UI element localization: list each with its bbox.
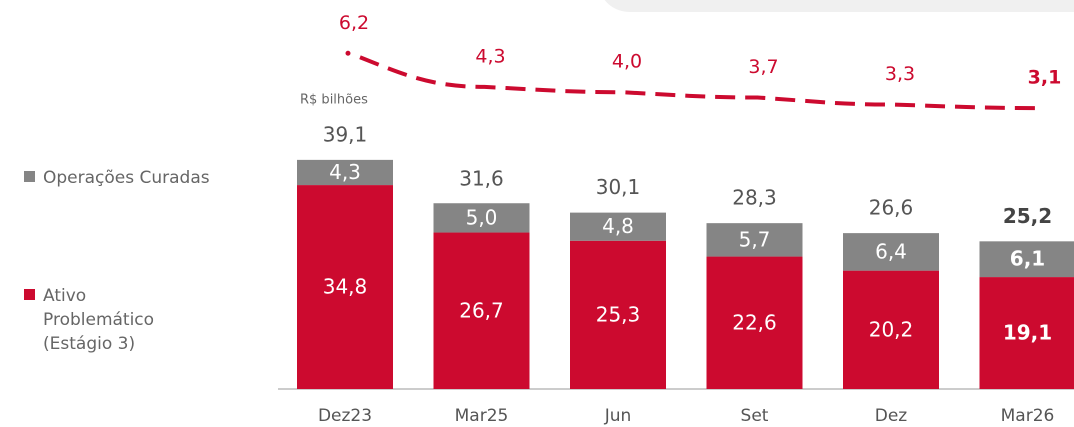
line-label: 4,0 [612, 51, 642, 73]
x-tick-label: Mar26 [1001, 406, 1055, 426]
total-label: 28,3 [732, 186, 777, 210]
segment-label: 4,8 [602, 214, 634, 238]
line [359, 55, 1039, 111]
segment-label: 6,4 [875, 239, 907, 263]
line-label: 3,7 [748, 56, 778, 78]
segment-label: 19,1 [1003, 321, 1052, 345]
legend-swatch [24, 171, 35, 182]
total-label: 31,6 [459, 166, 504, 190]
legend-swatch [24, 289, 35, 300]
bar-segment [297, 185, 393, 389]
bar-segment [979, 277, 1074, 389]
bar-segment [297, 159, 393, 186]
total-label: 30,1 [596, 175, 641, 199]
legend-item: Ativo Problemático (Estágio 3) [24, 284, 163, 356]
segment-label: 26,7 [459, 298, 504, 322]
legend-label: Operações Curadas [43, 168, 210, 188]
total-label: 39,1 [323, 122, 368, 146]
bar-segment [979, 241, 1074, 278]
x-tick-label: Dez23 [318, 406, 372, 426]
segment-label: 5,0 [466, 205, 498, 229]
line-label: 3,3 [885, 63, 915, 85]
segment-label: 20,2 [869, 317, 914, 341]
header-panel [604, 0, 1074, 12]
line-label: 4,3 [475, 45, 505, 67]
segment-label: 22,6 [732, 310, 777, 334]
bar-segment [570, 212, 666, 241]
legend-item: Operações Curadas [24, 166, 233, 190]
segment-label: 6,1 [1010, 247, 1045, 271]
x-tick-label: Dez [875, 406, 908, 426]
total-label: 25,2 [1003, 204, 1052, 228]
segment-label: 5,7 [739, 227, 771, 251]
x-tick-label: Set [741, 406, 769, 426]
unit-label: R$ bilhões [300, 93, 368, 108]
bar-segment [433, 203, 530, 233]
bar-segment [706, 223, 803, 257]
segment-label: 25,3 [596, 302, 641, 326]
x-tick-label: Jun [604, 406, 632, 426]
line-label: 6,2 [339, 12, 369, 34]
segment-label: 34,8 [323, 275, 368, 299]
legend-label: Ativo Problemático (Estágio 3) [43, 286, 155, 354]
bar-segment [843, 270, 939, 389]
bar-segment [570, 240, 666, 389]
total-label: 26,6 [869, 196, 914, 220]
x-tick-label: Mar25 [455, 406, 509, 426]
line-start [345, 50, 351, 56]
line-label: 3,1 [1028, 67, 1062, 89]
segment-label: 4,3 [329, 160, 361, 184]
bar-segment [843, 233, 939, 271]
bar-segment [433, 232, 530, 389]
bar-segment [706, 256, 803, 389]
